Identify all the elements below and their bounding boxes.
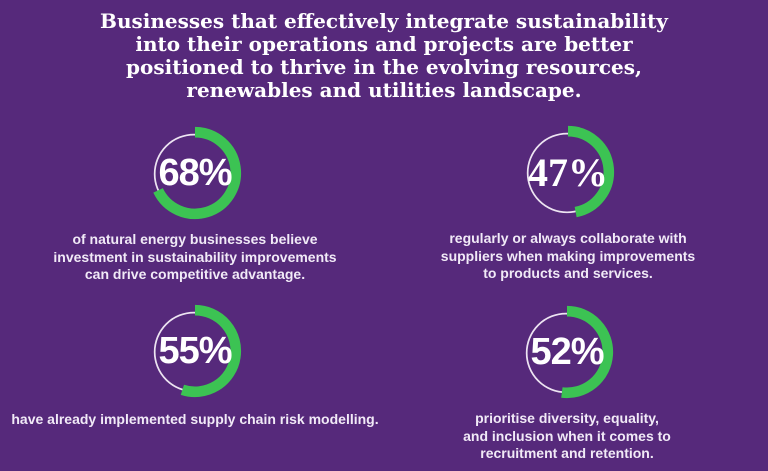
stat-caption: of natural energy businesses believe inv… (5, 231, 385, 284)
donut-gauge-icon (153, 126, 242, 220)
ring-arc (567, 125, 615, 218)
stat-caption: prioritise diversity, equality, and incl… (377, 410, 757, 463)
ring-arc (561, 305, 614, 399)
stat-caption: have already implemented supply chain ri… (5, 411, 385, 429)
caption-line: to products and services. (483, 265, 653, 281)
caption-line: have already implemented supply chain ri… (11, 411, 379, 427)
donut-gauge-icon (525, 305, 614, 399)
stat-value: 55% (158, 329, 232, 372)
progress-ring: 47% (520, 124, 616, 220)
stat-block-52: 52% prioritise diversity, equality, and … (377, 304, 757, 463)
stat-value: 52% (530, 330, 604, 373)
donut-gauge-icon (526, 125, 615, 218)
progress-ring: 68% (147, 125, 243, 221)
caption-line: and inclusion when it comes to (463, 427, 671, 444)
caption-line: suppliers when making improvements (440, 247, 696, 264)
caption-line: of natural energy businesses believe (72, 231, 318, 247)
stat-value: 68% (158, 151, 232, 194)
caption-line: prioritise diversity, equality, (475, 410, 659, 426)
headline-line: into their operations and projects are b… (135, 32, 633, 56)
headline-line: positioned to thrive in the evolving res… (126, 55, 642, 79)
caption-line: recruitment and retention. (480, 445, 654, 461)
caption-line: regularly or always collaborate with (449, 230, 687, 246)
stat-block-68: 68% of natural energy businesses believe… (5, 125, 385, 284)
caption-line: investment in sustainability improvement… (53, 248, 337, 265)
progress-ring: 52% (519, 304, 615, 400)
headline: Businesses that effectively integrate su… (0, 10, 768, 102)
ring-arc (180, 304, 242, 398)
stat-block-55: 55% have already implemented supply chai… (5, 303, 385, 429)
caption-line: can drive competitive advantage. (84, 266, 306, 282)
stat-caption: regularly or always collaborate with sup… (378, 230, 758, 283)
stat-value: 47% (528, 149, 608, 195)
headline-line: Businesses that effectively integrate su… (100, 9, 668, 33)
headline-line: renewables and utilities landscape. (186, 78, 582, 102)
ring-arc (153, 126, 242, 220)
stat-block-47: 47% regularly or always collaborate with… (378, 124, 758, 283)
donut-gauge-icon (153, 304, 242, 398)
progress-ring: 55% (147, 303, 243, 399)
